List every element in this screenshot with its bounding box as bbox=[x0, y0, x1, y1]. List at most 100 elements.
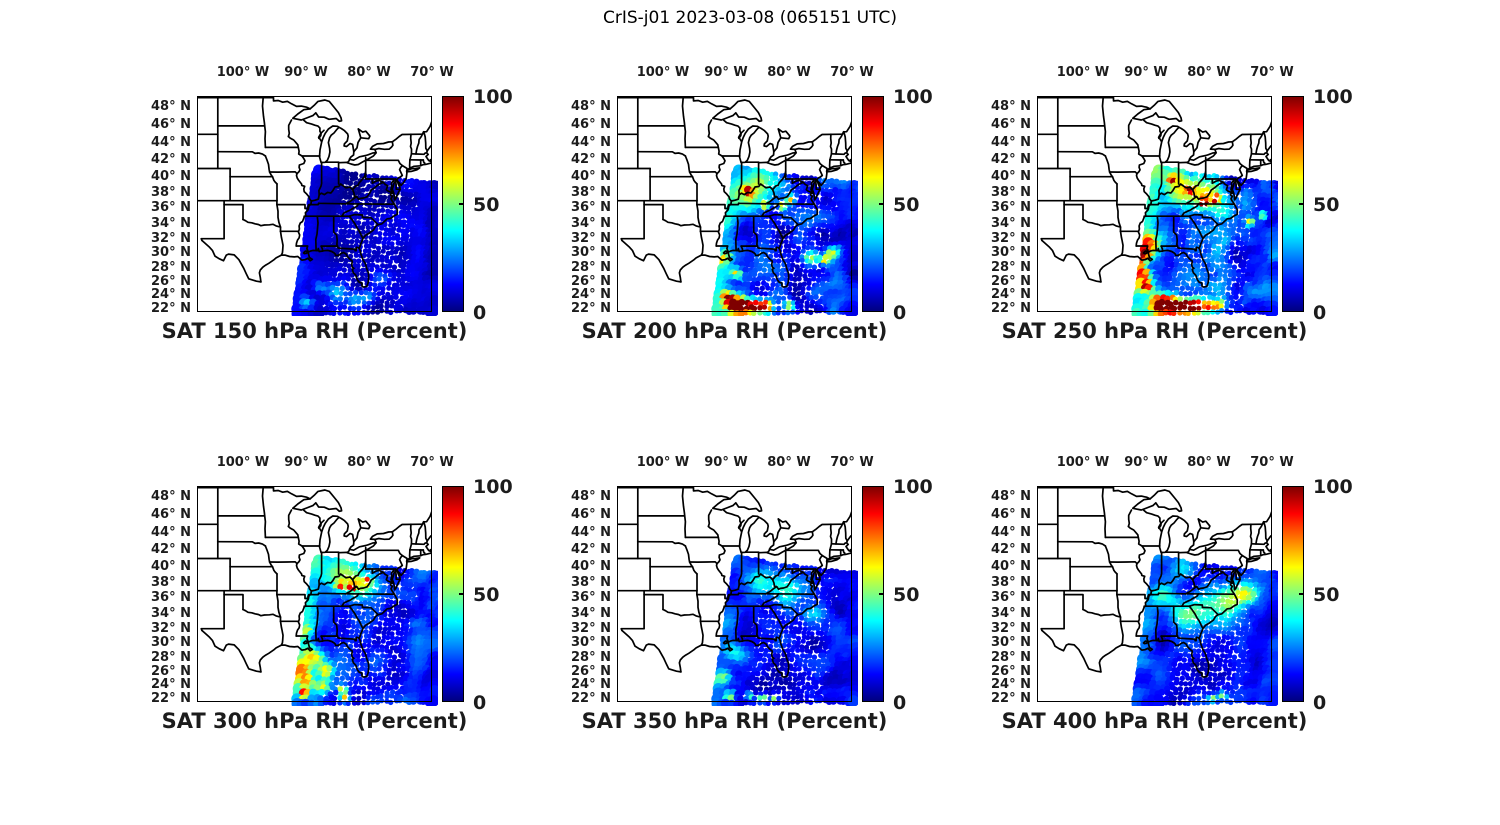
colorbar-gradient bbox=[442, 96, 464, 312]
lat-tick-label: 40° N bbox=[151, 168, 191, 184]
state-border-line bbox=[242, 608, 282, 623]
state-border-line bbox=[1209, 140, 1234, 151]
lat-tick-label: 22° N bbox=[151, 300, 191, 316]
colorbar-gradient bbox=[1282, 486, 1304, 702]
state-border-line bbox=[1158, 125, 1180, 164]
lat-tick-label: 42° N bbox=[571, 152, 611, 168]
state-border-line bbox=[302, 640, 309, 645]
state-border-line bbox=[1231, 133, 1264, 143]
colorbar-tick-label: 100 bbox=[1313, 86, 1353, 108]
colorbar-tick-label: 0 bbox=[1313, 692, 1327, 714]
state-border-line bbox=[1214, 530, 1234, 541]
state-border-line bbox=[1142, 119, 1162, 140]
state-border-line bbox=[722, 509, 742, 530]
state-border-line bbox=[707, 509, 713, 528]
colorbar-tick-label: 0 bbox=[1313, 302, 1327, 324]
state-border-line bbox=[1204, 159, 1244, 181]
state-border-line bbox=[802, 571, 814, 585]
state-border-line bbox=[348, 605, 364, 630]
state-border-line bbox=[364, 549, 404, 571]
state-border-line bbox=[775, 181, 805, 201]
state-border-line bbox=[1108, 560, 1138, 565]
state-border-line bbox=[348, 151, 377, 162]
state-border-line bbox=[223, 589, 244, 611]
state-border-line bbox=[715, 590, 733, 637]
state-border-line bbox=[1158, 161, 1163, 196]
swath-footprints bbox=[291, 554, 438, 706]
lat-tick-label: 48° N bbox=[571, 99, 611, 115]
state-border-line bbox=[409, 152, 413, 161]
state-border-line bbox=[740, 635, 781, 642]
state-border-line bbox=[1154, 605, 1159, 642]
state-border-line bbox=[332, 605, 339, 637]
state-border-line bbox=[740, 245, 744, 252]
state-border-line bbox=[830, 541, 848, 546]
state-border-line bbox=[374, 530, 394, 541]
lat-tick-label: 44° N bbox=[571, 525, 611, 541]
state-border-line bbox=[351, 578, 358, 588]
lat-tick-label: 44° N bbox=[991, 135, 1031, 151]
lat-tick-label: 34° N bbox=[571, 605, 611, 621]
lat-tick-label: 40° N bbox=[151, 558, 191, 574]
lat-tick-label: 48° N bbox=[991, 489, 1031, 505]
lat-tick-label: 46° N bbox=[991, 507, 1031, 523]
state-border-line bbox=[197, 96, 311, 110]
state-borders bbox=[1037, 486, 1272, 678]
lat-tick-label: 46° N bbox=[151, 117, 191, 133]
state-border-line bbox=[422, 130, 429, 152]
state-border-line bbox=[1188, 213, 1219, 226]
lat-tick-label: 26° N bbox=[151, 273, 191, 289]
state-border-line bbox=[318, 125, 340, 164]
state-border-line bbox=[295, 635, 310, 643]
state-borders bbox=[197, 486, 432, 678]
state-border-line bbox=[401, 554, 408, 563]
state-border-line bbox=[811, 523, 844, 533]
colorbar-mid-tick bbox=[1299, 593, 1303, 595]
state-border-line bbox=[1178, 516, 1195, 543]
state-border-line bbox=[1135, 200, 1153, 247]
state-border-line bbox=[391, 133, 424, 143]
state-border-line bbox=[829, 542, 833, 551]
state-border-line bbox=[1246, 167, 1261, 173]
state-border-line bbox=[814, 568, 822, 581]
state-border-line bbox=[814, 178, 822, 191]
lat-tick-label: 22° N bbox=[571, 690, 611, 706]
state-border-line bbox=[200, 593, 225, 632]
state-border-line bbox=[1249, 523, 1253, 545]
state-border-line bbox=[1063, 199, 1084, 221]
lon-tick-label: 90° W bbox=[284, 455, 328, 470]
state-border-line bbox=[1041, 629, 1102, 673]
colorbar-tick-label: 0 bbox=[893, 692, 907, 714]
swath-footprints bbox=[291, 164, 438, 316]
state-border-line bbox=[1181, 202, 1200, 218]
state-border-line bbox=[738, 161, 743, 196]
lat-tick-label: 34° N bbox=[571, 215, 611, 231]
state-border-line bbox=[662, 218, 702, 233]
state-border-line bbox=[829, 523, 833, 545]
lon-tick-label: 90° W bbox=[704, 65, 748, 80]
colorbar-tick-label: 50 bbox=[1313, 194, 1340, 216]
colorbar-gradient bbox=[862, 486, 884, 702]
state-border-line bbox=[242, 218, 282, 233]
state-border-line bbox=[715, 635, 730, 643]
colorbar-tick-label: 50 bbox=[473, 194, 500, 216]
state-border-line bbox=[620, 203, 645, 242]
colorbar-tick-label: 100 bbox=[1313, 476, 1353, 498]
state-border-line bbox=[1186, 150, 1195, 164]
state-border-line bbox=[371, 568, 385, 575]
state-borders bbox=[617, 486, 852, 678]
state-border-line bbox=[662, 608, 702, 623]
lat-tick-label: 24° N bbox=[991, 677, 1031, 693]
state-border-line bbox=[636, 150, 687, 157]
lat-tick-label: 42° N bbox=[991, 152, 1031, 168]
lon-tick-label: 80° W bbox=[767, 455, 811, 470]
state-border-line bbox=[1142, 640, 1149, 645]
lat-tick-label: 26° N bbox=[151, 663, 191, 679]
lon-tick-label: 80° W bbox=[1187, 455, 1231, 470]
state-border-line bbox=[772, 518, 782, 543]
lat-tick-label: 28° N bbox=[151, 259, 191, 275]
lat-tick-label: 28° N bbox=[571, 259, 611, 275]
state-border-line bbox=[707, 525, 733, 592]
map-panel-250hpa bbox=[1037, 96, 1278, 316]
state-border-line bbox=[1241, 164, 1248, 173]
